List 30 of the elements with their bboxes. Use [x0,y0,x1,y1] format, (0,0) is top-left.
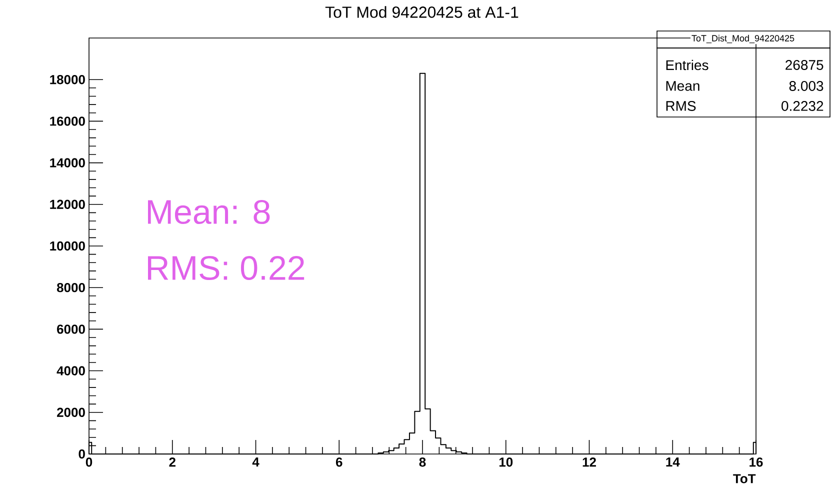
annotation: Entries [666,60,708,70]
text: 8.003 [789,81,824,91]
y-tick-label: 2000 [57,408,85,417]
x-tick-label: 8 [419,458,426,467]
x-tick-label: 4 [252,458,260,466]
y-tick-label: 18000 [50,74,85,84]
y-tick-label: 8000 [56,282,85,292]
x-tick-label: 0 [86,458,92,467]
x-tick-label: 12 [582,458,596,467]
y-tick-label: 16000 [50,116,85,126]
text: 0.2232 [782,101,824,111]
annotation: Mean: 8 [148,200,270,224]
annotation: RMS [666,101,696,111]
x-tick-label: 10 [499,458,513,467]
chart-title: ToT Mod 94220425 at A1-1 [325,6,518,18]
x-tick-label: 16 [750,458,763,467]
annotation: Mean [666,81,700,91]
y-tick-label: 14000 [50,158,85,168]
text: 26875 [786,60,824,70]
y-tick-label: 6000 [57,324,85,334]
x-axis-title: ToT [733,474,756,484]
y-tick-label: 0 [78,449,85,459]
x-tick-label: 6 [336,458,342,467]
x-tick-label: 14 [666,458,680,466]
y-tick-label: 4000 [56,366,85,376]
annotation: RMS: 0.22 [148,256,304,280]
y-tick-label: 12000 [50,200,85,209]
x-tick-label: 2 [169,458,176,467]
y-tick-label: 10000 [50,241,85,251]
annotation: ToT_Dist_Mod_94220425 [692,34,794,44]
